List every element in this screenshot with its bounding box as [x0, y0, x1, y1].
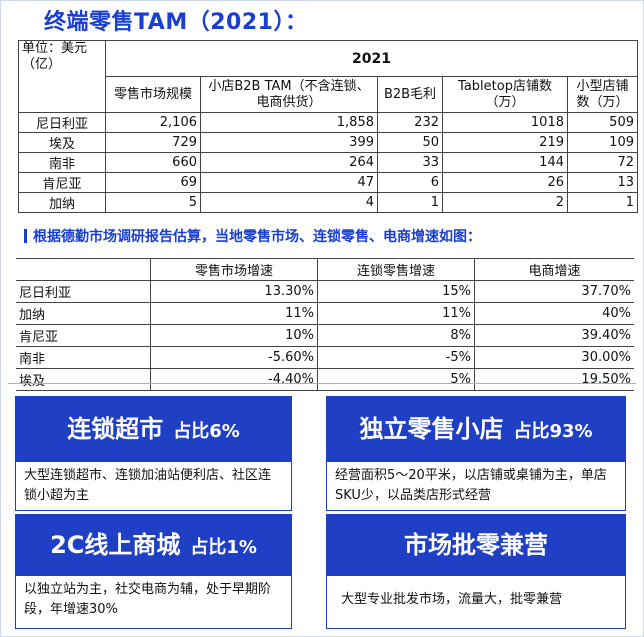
- corner-cell: [16, 258, 151, 281]
- card-header: 独立零售小店 占比93%: [326, 396, 626, 462]
- value-cell: -5%: [317, 346, 475, 369]
- col-header-b2b-margin: B2B毛利: [377, 76, 443, 113]
- card-independent-store: 独立零售小店 占比93% 经营面积5～20平米，以店铺或桌铺为主，单店SKU少，以…: [326, 396, 626, 511]
- value-cell: 729: [105, 132, 201, 153]
- col-header-retail-size: 零售市场规模: [105, 76, 201, 113]
- value-cell: 13.30%: [150, 280, 318, 303]
- value-cell: 219: [442, 132, 568, 153]
- value-cell: 50: [377, 132, 443, 153]
- page-title: 终端零售TAM（2021）：: [44, 10, 308, 35]
- value-cell: 1: [567, 192, 638, 213]
- table-row: 南非 -5.60% -5% 30.00%: [16, 346, 634, 369]
- value-cell: -5.60%: [150, 346, 318, 369]
- value-cell: 8%: [317, 324, 475, 347]
- year-header: 2021: [105, 40, 638, 77]
- country-cell: 尼日利亚: [16, 280, 151, 303]
- card-share: 占比6%: [173, 421, 240, 442]
- card-description: 以独立站为主，社交电商为辅，处于早期阶段，年增速30%: [15, 576, 292, 629]
- table-row: 尼日利亚 13.30% 15% 37.70%: [16, 280, 634, 303]
- card-description: 经营面积5～20平米，以店铺或桌铺为主，单店SKU少，以品类店形式经营: [326, 462, 626, 511]
- country-cell: 肯尼亚: [18, 172, 106, 193]
- card-header: 市场批零兼营: [326, 514, 626, 576]
- value-cell: 69: [105, 172, 201, 193]
- country-cell: 尼日利亚: [18, 112, 106, 133]
- table-row: 尼日利亚 2,106 1,858 232 1018 509: [18, 112, 638, 133]
- value-cell: 47: [200, 172, 378, 193]
- value-cell: 33: [377, 152, 443, 173]
- growth-table: 零售市场增速 连锁零售增速 电商增速 尼日利亚 13.30% 15% 37.70…: [16, 258, 634, 391]
- table-row: 加纳 11% 11% 40%: [16, 302, 634, 325]
- section-divider: [8, 383, 636, 384]
- value-cell: 4: [200, 192, 378, 213]
- value-cell: 660: [105, 152, 201, 173]
- value-cell: 399: [200, 132, 378, 153]
- value-cell: 30.00%: [474, 346, 634, 369]
- value-cell: 26: [442, 172, 568, 193]
- card-title: 连锁超市: [67, 415, 164, 443]
- card-header: 连锁超市 占比6%: [15, 396, 292, 462]
- value-cell: 232: [377, 112, 443, 133]
- tam-table: 单位：美元（亿） 2021 零售市场规模 小店B2B TAM（不含连锁、电商供货…: [18, 40, 638, 213]
- card-description: 大型专业批发市场，流量大，批零兼营: [326, 576, 626, 629]
- value-cell: 11%: [150, 302, 318, 325]
- value-cell: 109: [567, 132, 638, 153]
- value-cell: 13: [567, 172, 638, 193]
- card-header: 2C线上商城 占比1%: [15, 514, 292, 576]
- col-header-b2b-tam: 小店B2B TAM（不含连锁、电商供货）: [200, 76, 378, 113]
- value-cell: 72: [567, 152, 638, 173]
- card-share: 占比93%: [513, 421, 593, 442]
- country-cell: 埃及: [18, 132, 106, 153]
- value-cell: 5: [105, 192, 201, 213]
- value-cell: 40%: [474, 302, 634, 325]
- value-cell: 39.40%: [474, 324, 634, 347]
- country-cell: 南非: [16, 346, 151, 369]
- table-row: 南非 660 264 33 144 72: [18, 152, 638, 173]
- card-chain-supermarket: 连锁超市 占比6% 大型连锁超市、连锁加油站便利店、社区连锁小超为主: [15, 396, 292, 511]
- card-title: 独立零售小店: [359, 415, 504, 443]
- card-market-wholesale: 市场批零兼营 大型专业批发市场，流量大，批零兼营: [326, 514, 626, 629]
- value-cell: 10%: [150, 324, 318, 347]
- card-description: 大型连锁超市、连锁加油站便利店、社区连锁小超为主: [15, 462, 292, 511]
- table-row: 肯尼亚 10% 8% 39.40%: [16, 324, 634, 347]
- table-row: 加纳 5 4 1 2 1: [18, 192, 638, 213]
- col-header-ecommerce-growth: 电商增速: [474, 258, 634, 281]
- note-accent-bar: [24, 229, 27, 243]
- value-cell: 6: [377, 172, 443, 193]
- country-cell: 肯尼亚: [16, 324, 151, 347]
- card-online-mall: 2C线上商城 占比1% 以独立站为主，社交电商为辅，处于早期阶段，年增速30%: [15, 514, 292, 629]
- country-cell: 加纳: [16, 302, 151, 325]
- note-text: 根据德勤市场调研报告估算，当地零售市场、连锁零售、电商增速如图：: [33, 229, 481, 245]
- value-cell: 1018: [442, 112, 568, 133]
- country-cell: 埃及: [16, 368, 151, 391]
- col-header-retail-growth: 零售市场增速: [150, 258, 318, 281]
- value-cell: 2: [442, 192, 568, 213]
- card-title: 2C线上商城: [50, 531, 181, 559]
- table-row: 埃及 -4.40% 5% 19.50%: [16, 368, 634, 391]
- col-header-small-stores: 小型店铺数（万）: [567, 76, 638, 113]
- growth-note: 根据德勤市场调研报告估算，当地零售市场、连锁零售、电商增速如图：: [24, 226, 481, 246]
- value-cell: 11%: [317, 302, 475, 325]
- card-share: 占比1%: [190, 537, 257, 558]
- value-cell: 509: [567, 112, 638, 133]
- table-row: 肯尼亚 69 47 6 26 13: [18, 172, 638, 193]
- col-header-tabletop: Tabletop店铺数（万）: [442, 76, 568, 113]
- country-cell: 南非: [18, 152, 106, 173]
- col-header-chain-growth: 连锁零售增速: [317, 258, 475, 281]
- value-cell: 15%: [317, 280, 475, 303]
- unit-label: 单位：美元（亿）: [18, 40, 106, 113]
- country-cell: 加纳: [18, 192, 106, 213]
- table-row: 埃及 729 399 50 219 109: [18, 132, 638, 153]
- value-cell: 2,106: [105, 112, 201, 133]
- value-cell: 1,858: [200, 112, 378, 133]
- value-cell: 5%: [317, 368, 475, 391]
- value-cell: -4.40%: [150, 368, 318, 391]
- value-cell: 1: [377, 192, 443, 213]
- value-cell: 144: [442, 152, 568, 173]
- value-cell: 37.70%: [474, 280, 634, 303]
- card-title: 市场批零兼营: [404, 531, 548, 559]
- value-cell: 19.50%: [474, 368, 634, 391]
- value-cell: 264: [200, 152, 378, 173]
